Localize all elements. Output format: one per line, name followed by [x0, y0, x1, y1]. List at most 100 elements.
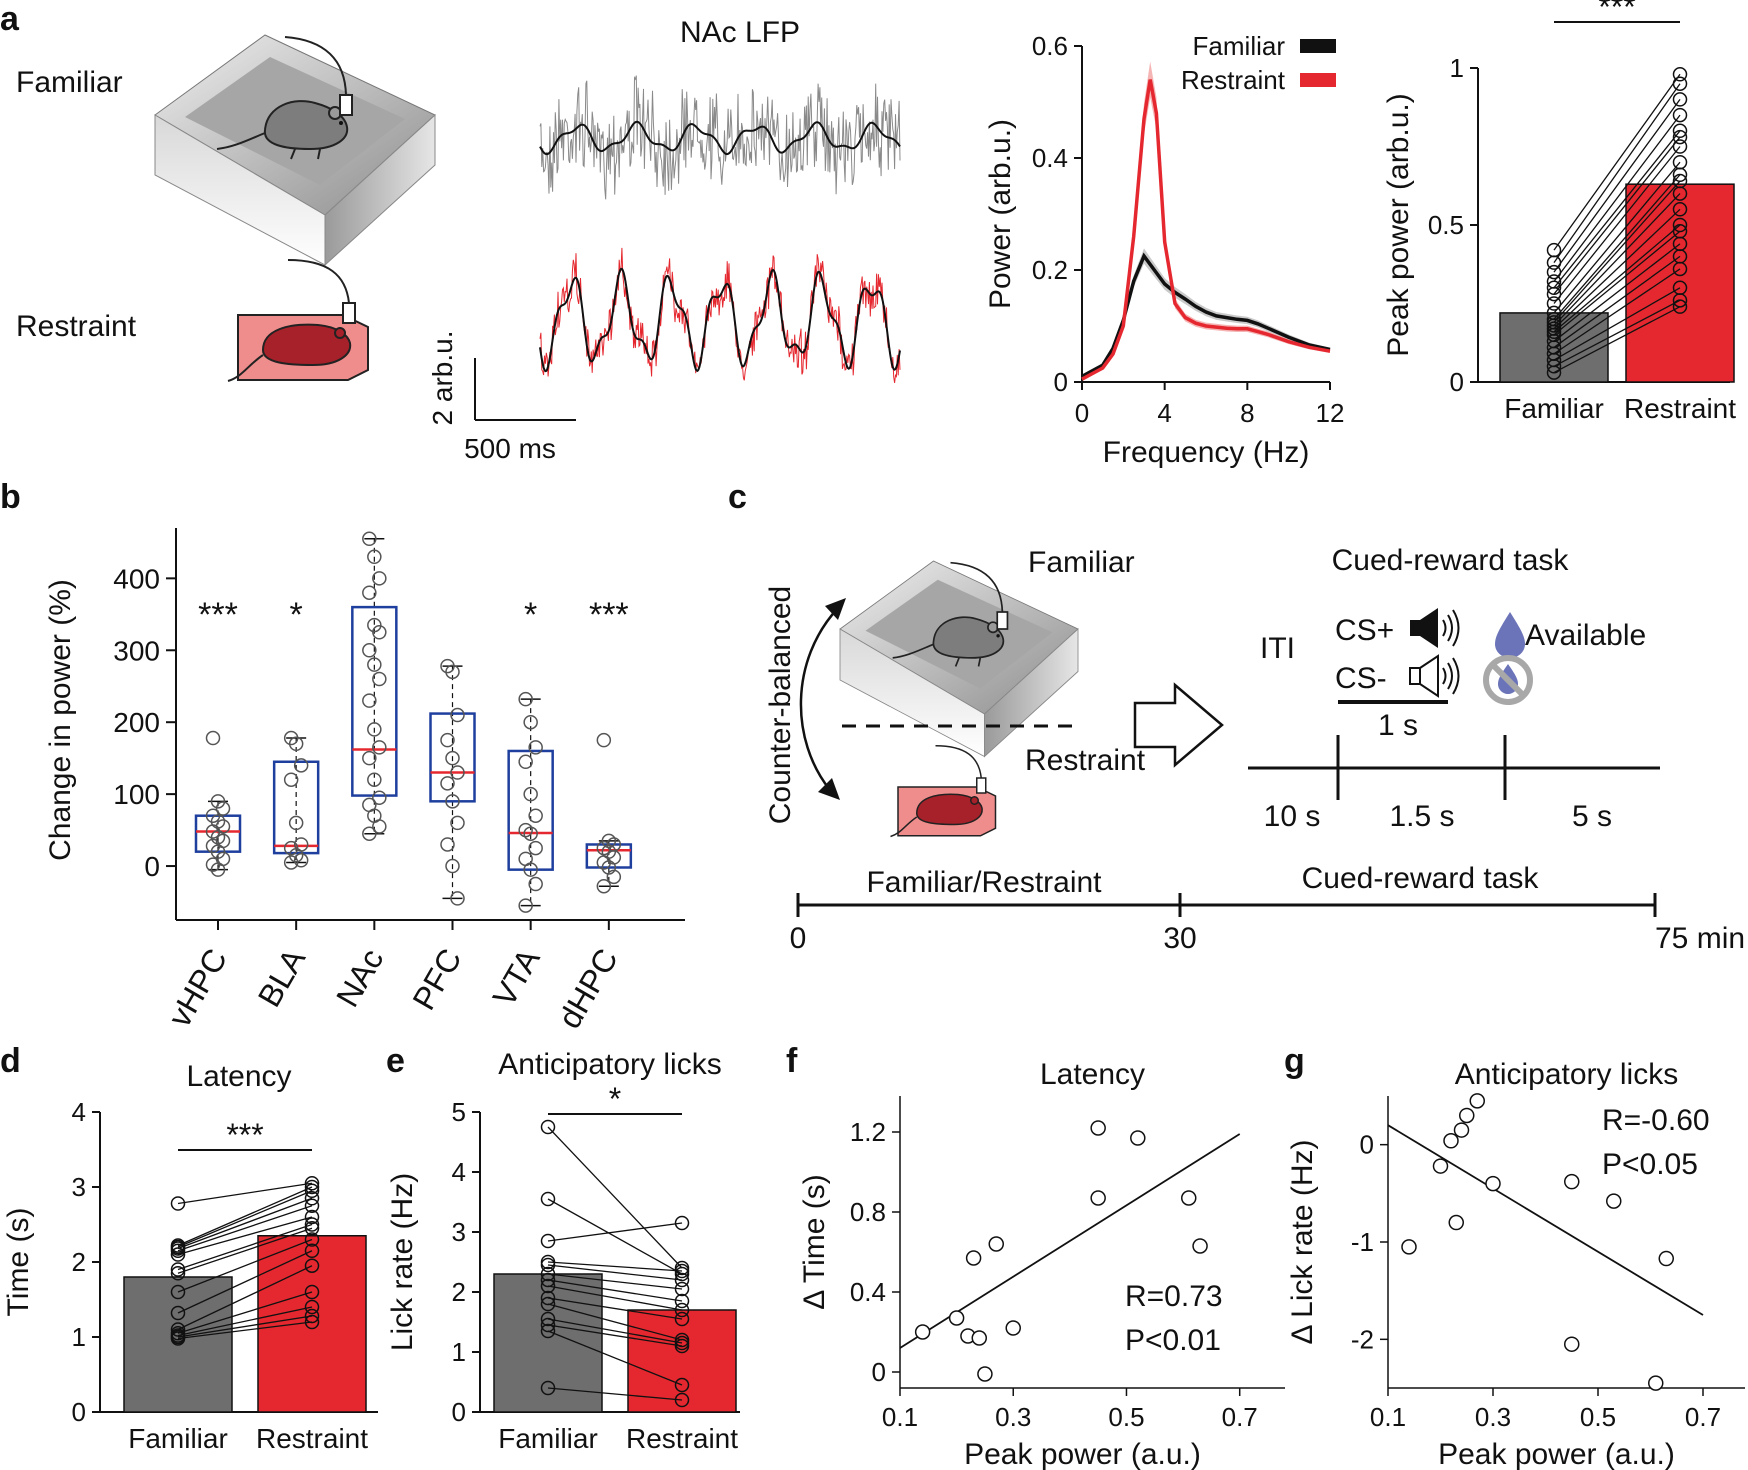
- anticipatory_licks-title: Anticipatory licks: [498, 1048, 721, 1081]
- box-point-dhpc: [596, 732, 612, 748]
- box-point-nac: [362, 750, 377, 766]
- familiar-context-label: Familiar: [1028, 546, 1135, 579]
- latency-pair-line: [177, 1216, 313, 1256]
- latency_correlation-y-axis-label: Δ Time (s): [798, 1174, 831, 1310]
- licks_correlation-point: [1443, 1133, 1459, 1149]
- anticipatory_licks-pair-line: [547, 1303, 683, 1341]
- latency-pair-line: [177, 1197, 313, 1250]
- psd-y-tick-label: 0: [1054, 367, 1068, 397]
- task-title: Cued-reward task: [1332, 544, 1570, 577]
- box-point-pfc: [450, 815, 465, 831]
- box-point-pfc: [450, 765, 465, 780]
- box-point-vta: [518, 898, 533, 913]
- box-point-pfc: [440, 732, 455, 748]
- box-point-vta: [528, 808, 543, 823]
- familiar-tray-illustration-c: [839, 560, 1079, 757]
- licks_correlation-x-tick-label: 0.1: [1370, 1402, 1406, 1432]
- box-point-pfc: [450, 707, 465, 723]
- psd-x-tick-label: 8: [1240, 398, 1254, 428]
- peak_power-pair-line: [1553, 114, 1681, 282]
- anticipatory_licks-point-restraint: [674, 1263, 690, 1279]
- latency_correlation-point: [971, 1330, 988, 1346]
- peak_power-x-tick-label: Restraint: [1624, 393, 1736, 424]
- latency-pair-line: [177, 1321, 313, 1340]
- anticipatory_licks-point-restraint: [674, 1392, 690, 1408]
- latency-point-familiar: [170, 1266, 186, 1281]
- anticipatory_licks-point-familiar: [540, 1290, 556, 1306]
- anticipatory_licks-significance-label: *: [609, 1081, 621, 1117]
- protocol-schematic: Counter-balanced Familiar Restraint Cued…: [764, 544, 1745, 955]
- peak_power-point-restraint: [1672, 299, 1688, 314]
- psd-y-tick-label: 0.6: [1032, 31, 1068, 61]
- peak_power-point-restraint: [1672, 202, 1688, 217]
- box-y-axis-label: Change in power (%): [44, 579, 77, 861]
- anticipatory_licks-point-restraint: [674, 1215, 690, 1231]
- licks_correlation-fit-line: [1387, 1124, 1704, 1316]
- licks_correlation-point: [1469, 1093, 1485, 1109]
- latency-pair-line: [177, 1238, 313, 1293]
- licks_correlation-x-tick-label: 0.3: [1475, 1402, 1511, 1432]
- panel-label-f: f: [786, 1042, 798, 1080]
- anticipatory_licks-y-tick-label: 2: [452, 1277, 466, 1307]
- anticipatory_licks-y-tick-label: 4: [452, 1157, 466, 1187]
- latency-point-restraint: [304, 1243, 320, 1258]
- anticipatory_licks-pair-line: [547, 1318, 683, 1344]
- panel-label-c: c: [728, 478, 747, 516]
- peak_power-pair-line: [1553, 161, 1681, 314]
- latency-point-restraint: [304, 1176, 320, 1191]
- licks-chart: 0 1 2 3 4 5 Lick rate (Hz) Familiar Restraint *An…: [386, 1048, 740, 1454]
- anticipatory_licks-pair-line: [547, 1222, 683, 1242]
- latency-y-tick-label: 3: [72, 1172, 86, 1202]
- lfp-scalebar: 2 arb.u. 500 ms: [427, 331, 576, 464]
- box-point-pfc: [445, 858, 460, 874]
- licks_correlation-y-axis-label: Δ Lick rate (Hz): [1286, 1139, 1319, 1344]
- box-point-bla: [288, 736, 304, 752]
- latency_correlation-point: [988, 1236, 1004, 1252]
- restraint-tube-illustration: [227, 259, 369, 382]
- peak_power-point-restraint: [1672, 261, 1688, 277]
- latency-point-familiar: [170, 1247, 186, 1262]
- psd-y-tick-label: 0.4: [1032, 143, 1068, 173]
- latency_correlation-point: [1130, 1130, 1146, 1146]
- counter-balanced-label: Counter-balanced: [764, 586, 797, 825]
- latency-point-restraint: [304, 1191, 320, 1206]
- licks_correlation-y-tick-label: -2: [1351, 1324, 1374, 1354]
- box-point-nac: [367, 772, 382, 787]
- latency-chart: 0 1 2 3 4 Time (s) Familiar Restraint *** Latency: [2, 1060, 378, 1454]
- panel-label-g: g: [1284, 1042, 1305, 1080]
- peak_power-point-familiar: [1546, 255, 1562, 270]
- familiar-lfp-raw: [539, 75, 901, 200]
- latency-bar-restraint: [257, 1235, 367, 1413]
- latency_correlation-point: [1090, 1190, 1106, 1206]
- panel-label-b: b: [0, 478, 21, 516]
- box-point-pfc: [445, 750, 460, 766]
- peak_power-point-restraint: [1672, 186, 1688, 201]
- anticipatory_licks-y-tick-label: 0: [452, 1397, 466, 1427]
- licks_correlation-point: [1658, 1250, 1674, 1267]
- peak_power-pair-line: [1553, 193, 1681, 326]
- anticipatory_licks-point-familiar: [540, 1119, 556, 1135]
- counter-balanced-arrow: [799, 607, 839, 791]
- panel-label-e: e: [386, 1042, 405, 1080]
- anticipatory_licks-pair-line: [547, 1126, 683, 1269]
- latency_correlation-x-tick-label: 0.1: [882, 1402, 918, 1432]
- psd-line-familiar: [1081, 252, 1331, 378]
- anticipatory_licks-pair-line: [547, 1261, 683, 1272]
- cs-plus-label: CS+: [1335, 614, 1394, 647]
- box-point-dhpc: [606, 869, 622, 885]
- familiar-condition-label: Familiar: [16, 66, 123, 99]
- peak_power-y-tick-label: 0.5: [1428, 210, 1464, 240]
- box-point-pfc: [450, 891, 465, 906]
- anticipatory_licks-pair-line: [547, 1297, 683, 1320]
- licks_correlation-point: [1453, 1122, 1470, 1138]
- anticipatory_licks-point-familiar: [540, 1311, 556, 1327]
- licks_correlation-x-tick-label: 0.5: [1580, 1402, 1616, 1432]
- one-second-label: 1 s: [1378, 709, 1418, 742]
- lfp-title: NAc LFP: [680, 16, 800, 49]
- latency_correlation-stat-0: R=0.73: [1125, 1280, 1223, 1313]
- box-point-bla: [288, 815, 304, 831]
- cue-duration-label: 1.5 s: [1389, 800, 1454, 833]
- anticipatory_licks-pair-line: [547, 1279, 683, 1302]
- peak_power-x-tick-label: Familiar: [1504, 393, 1604, 424]
